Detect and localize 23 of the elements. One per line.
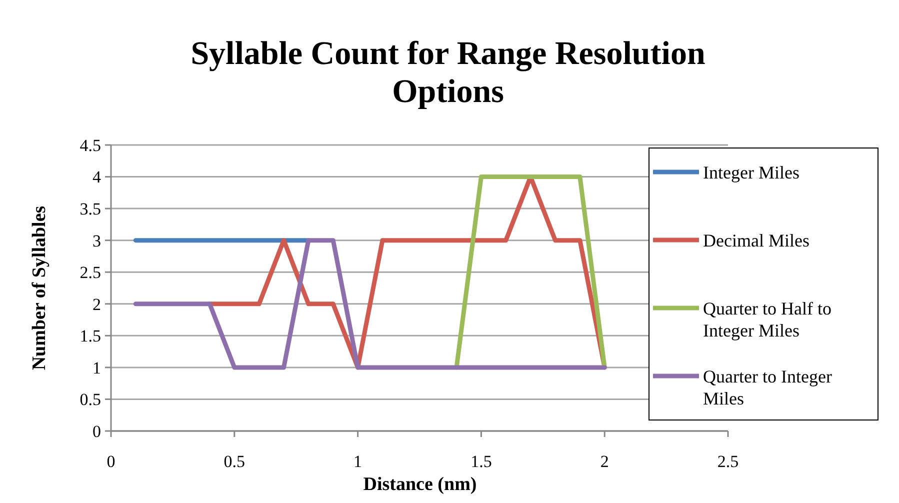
y-tick-label: 2.5 bbox=[80, 263, 101, 282]
y-tick-label: 3.5 bbox=[80, 200, 101, 219]
y-tick-label: 3 bbox=[92, 231, 101, 250]
x-tick-label: 2.5 bbox=[717, 452, 739, 471]
x-tick-label: 1.5 bbox=[470, 452, 492, 471]
x-tick-label: 1 bbox=[354, 452, 362, 471]
x-axis-title: Distance (nm) bbox=[363, 474, 477, 495]
x-tick-label: 0 bbox=[106, 452, 116, 471]
legend-label: Quarter to Integer Miles bbox=[703, 366, 832, 408]
legend-label: Quarter to Half to Integer Miles bbox=[703, 298, 832, 340]
y-tick-label: 4 bbox=[92, 168, 102, 187]
y-tick-label: 4.5 bbox=[80, 136, 101, 155]
y-tick-label: 1 bbox=[92, 358, 101, 378]
y-axis-title: Number of Syllables bbox=[29, 206, 50, 370]
y-tick-label: 0.5 bbox=[80, 390, 101, 410]
x-tick-label: 0.5 bbox=[224, 452, 246, 471]
y-tick-label: 1.5 bbox=[80, 326, 101, 346]
legend-label: Integer Miles bbox=[703, 162, 800, 182]
y-tick-label: 0 bbox=[92, 422, 101, 441]
legend-label: Decimal Miles bbox=[703, 230, 810, 250]
chart-title: Syllable Count for Range Resolution Options bbox=[190, 36, 706, 110]
x-tick-label: 2 bbox=[600, 452, 609, 471]
y-tick-label: 2 bbox=[92, 294, 101, 314]
